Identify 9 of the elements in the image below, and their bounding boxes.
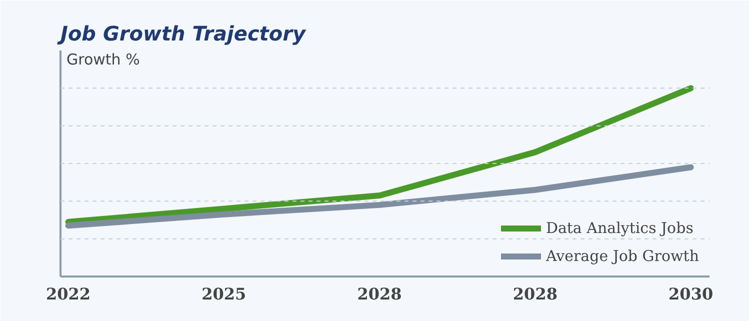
x-tick-label: 2028	[357, 284, 402, 304]
chart-title: Job Growth Trajectory	[56, 22, 306, 46]
legend-label: Average Job Growth	[546, 247, 699, 265]
x-tick-label: 2030	[668, 284, 714, 304]
x-tick-label: 2022	[46, 284, 91, 304]
x-tick-label: 2025	[202, 284, 246, 304]
legend-label: Data Analytics Jobs	[546, 219, 694, 237]
x-tick-label: 2028	[512, 284, 558, 304]
y-axis-title: Growth %	[66, 50, 140, 68]
